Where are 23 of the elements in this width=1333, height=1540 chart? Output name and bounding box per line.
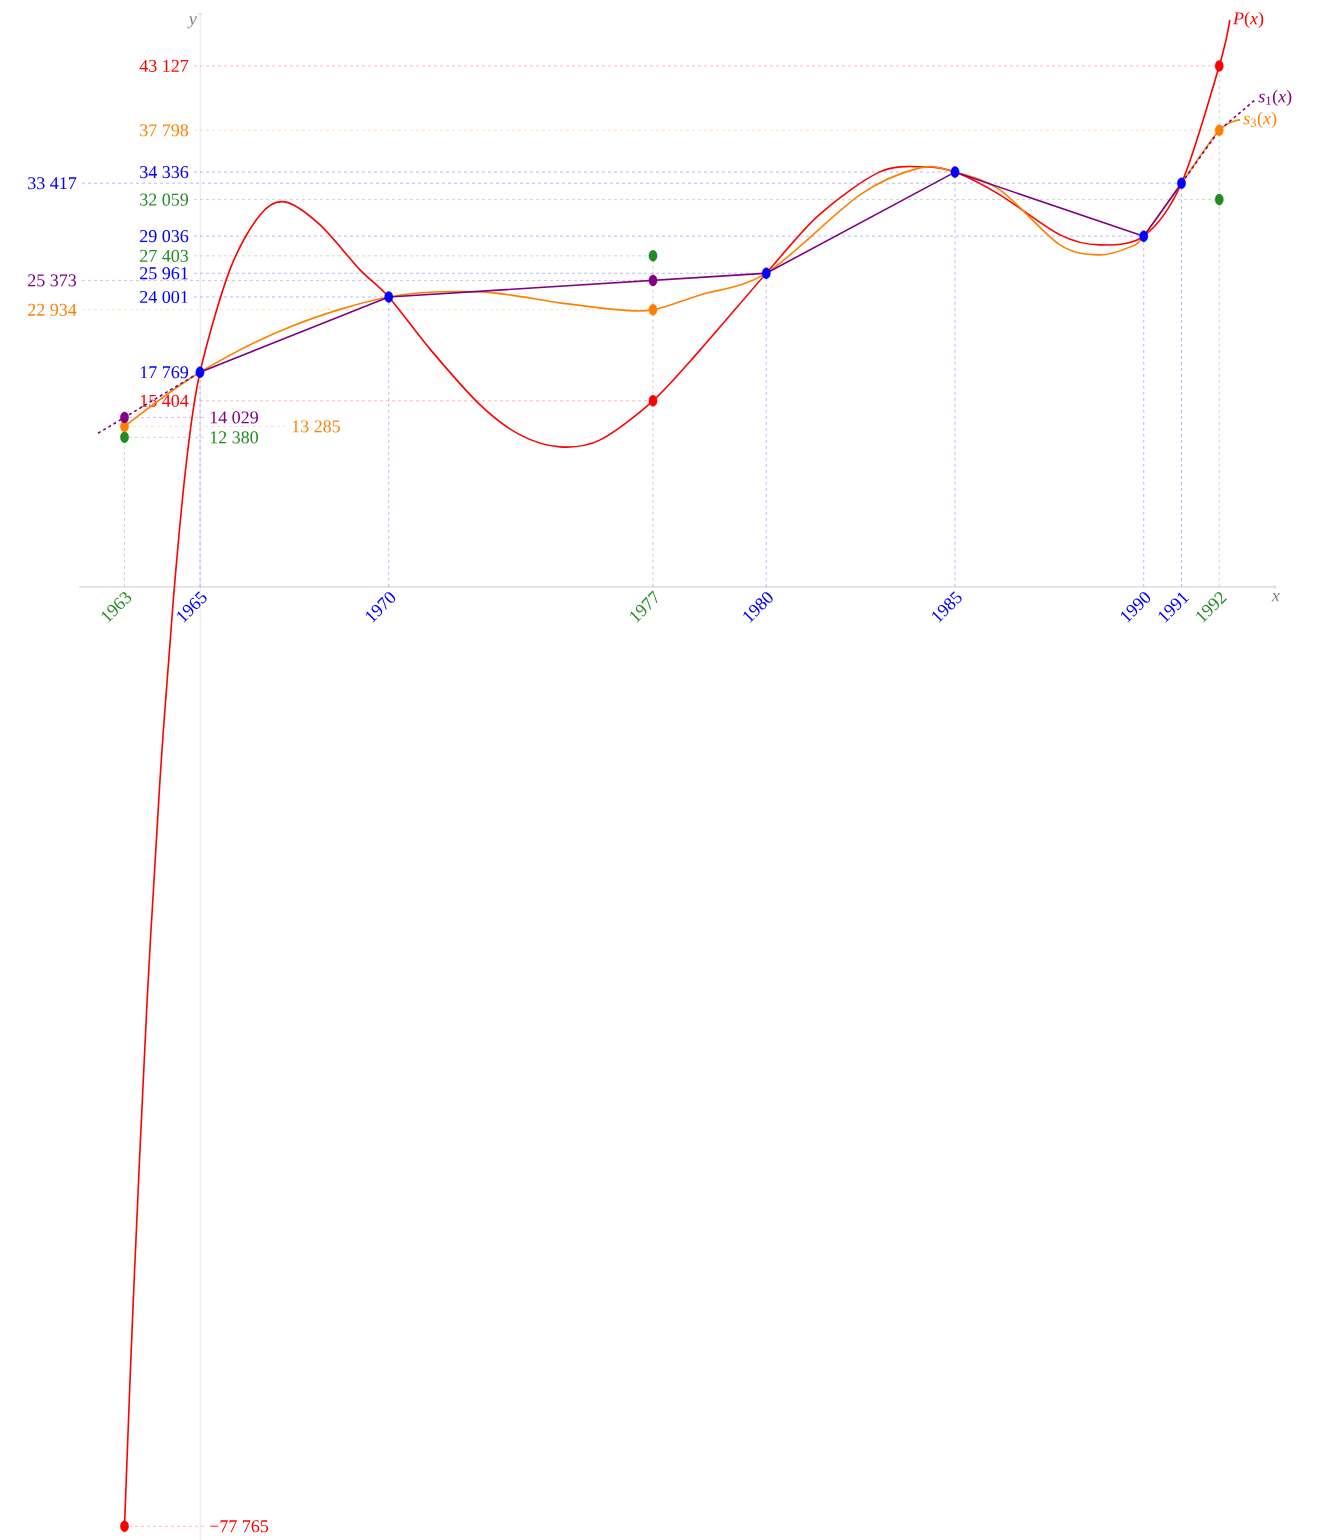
series-label: P(x) (1232, 11, 1264, 29)
data-label: 22 934 (28, 303, 77, 316)
data-label: 25 961 (140, 267, 188, 280)
data-label: 14 029 (210, 411, 258, 424)
data-label: 29 036 (140, 230, 189, 243)
x-tick-label: 1991 (1158, 592, 1190, 623)
data-label: 12 380 (210, 431, 259, 444)
data-label: 17 769 (140, 366, 189, 379)
data-label: 24 001 (140, 290, 188, 304)
data-label: 32 059 (140, 193, 189, 206)
data-label: −77 765 (210, 1520, 269, 1533)
data-label: 25 373 (28, 274, 77, 287)
y-axis-title: y (187, 16, 197, 29)
data-label: 43 127 (139, 59, 189, 72)
data-label: 34 336 (140, 166, 189, 179)
series-label: s$_{1}$(x) (1258, 89, 1292, 107)
data-label: 15 404 (140, 394, 189, 407)
data-label: 27 403 (140, 249, 189, 262)
series-label: s$_{3}$(x) (1243, 111, 1277, 129)
data-label: 37 798 (140, 124, 189, 137)
data-label: 33 417 (28, 177, 77, 190)
x-axis-title: x (1271, 593, 1280, 602)
data-label: 13 285 (292, 420, 340, 433)
